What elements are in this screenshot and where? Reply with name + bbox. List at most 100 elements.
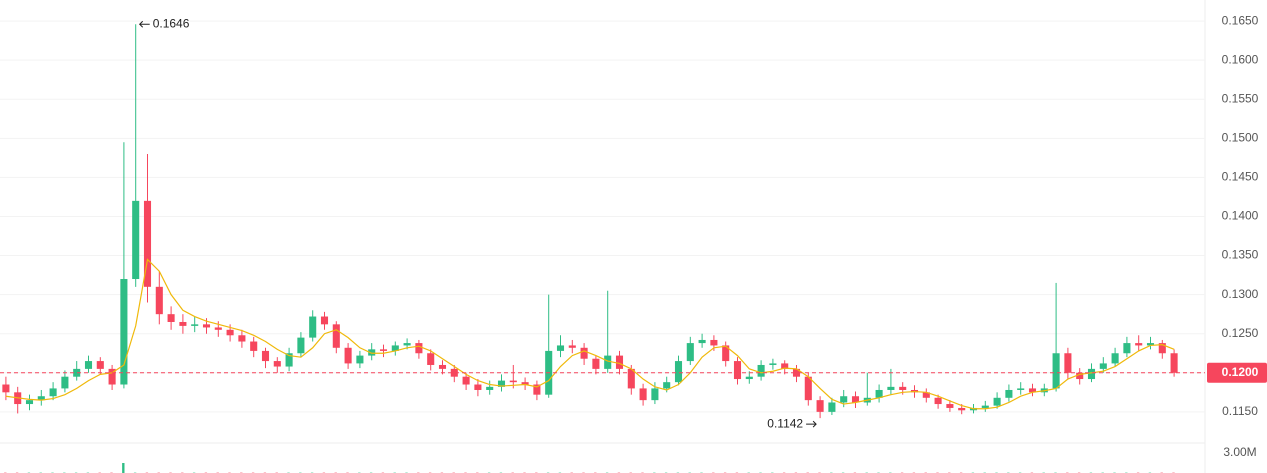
- candle-body: [167, 314, 175, 322]
- candle-body: [556, 345, 565, 351]
- candle-body: [344, 347, 352, 364]
- y-tick-label: 0.1450: [1222, 170, 1259, 184]
- candle-body: [922, 392, 930, 398]
- y-tick-label: 0.1350: [1222, 248, 1259, 262]
- candle-body: [273, 361, 281, 367]
- y-tick-label: 0.1400: [1222, 209, 1259, 223]
- candle-body: [851, 396, 860, 403]
- candle-body: [214, 327, 222, 330]
- candle-body: [474, 384, 482, 390]
- candle-body: [934, 397, 942, 405]
- high-label: 0.1646: [153, 16, 190, 30]
- candle-body: [615, 355, 624, 369]
- low-label: 0.1142: [767, 416, 803, 430]
- candle-body: [438, 364, 447, 369]
- candle-body: [958, 407, 966, 411]
- candle-body: [686, 343, 694, 362]
- candle-body: [533, 384, 541, 395]
- candle-body: [403, 343, 411, 346]
- candle-body: [745, 376, 753, 380]
- y-tick-label: 0.1550: [1222, 91, 1259, 105]
- candle-body: [1111, 353, 1119, 364]
- candle-body: [1064, 353, 1072, 373]
- candle-body: [391, 345, 399, 351]
- candle-body: [120, 279, 128, 385]
- candle-body: [356, 355, 364, 364]
- candle-body: [297, 337, 305, 354]
- candle-body: [320, 316, 329, 325]
- candle-body: [946, 404, 954, 408]
- y-tick-label: 0.1600: [1222, 52, 1259, 66]
- candle-body: [1135, 343, 1143, 346]
- candle-body: [191, 324, 199, 326]
- candle-body: [1087, 368, 1096, 380]
- candle-body: [722, 345, 730, 362]
- candle-body: [993, 397, 1001, 406]
- candle-body: [415, 343, 423, 354]
- candle-body: [450, 368, 458, 377]
- candle-body: [226, 329, 234, 336]
- candle-body: [96, 361, 104, 369]
- candle-body: [179, 321, 187, 326]
- candle-body: [1158, 343, 1166, 354]
- candle-body: [663, 382, 671, 389]
- candle-body: [651, 388, 659, 401]
- candle-body: [509, 380, 517, 383]
- candle-body: [757, 364, 765, 377]
- y-tick-label: 0.1150: [1222, 404, 1258, 418]
- candle-body: [309, 316, 317, 338]
- candle-body: [792, 368, 801, 377]
- candle-body: [875, 389, 883, 398]
- candle-body: [1170, 353, 1178, 373]
- candle-body: [1028, 388, 1037, 393]
- candle-body: [781, 363, 789, 369]
- candle-body: [1076, 372, 1084, 380]
- candle-body: [61, 376, 69, 389]
- candle-body: [1099, 363, 1107, 369]
- candle-body: [627, 368, 635, 389]
- candle-body: [285, 353, 293, 367]
- candle-body: [73, 368, 81, 377]
- candle-body: [250, 341, 258, 351]
- current-price-tag: [1207, 362, 1267, 383]
- candle-body: [84, 361, 93, 369]
- candle-body: [840, 396, 848, 403]
- candle-body: [899, 386, 907, 390]
- candle-body: [639, 388, 647, 401]
- candle-body: [143, 200, 152, 287]
- candle-body: [828, 402, 836, 412]
- candle-body: [804, 376, 812, 401]
- candle-body: [368, 349, 376, 356]
- candle-body: [1123, 343, 1131, 354]
- candle-body: [332, 324, 340, 348]
- candle-body: [37, 396, 45, 401]
- high-arrow: [138, 20, 150, 28]
- candle-body: [462, 376, 470, 385]
- candle-body: [261, 350, 270, 362]
- candle-body: [710, 339, 718, 346]
- candle-body: [108, 368, 116, 385]
- candle-body: [2, 384, 10, 393]
- candle-body: [1052, 353, 1060, 389]
- candle-body: [521, 382, 529, 385]
- low-arrow: [806, 420, 817, 428]
- candle-body: [1017, 388, 1025, 390]
- volume-bar: [122, 463, 125, 473]
- candle-body: [733, 361, 742, 380]
- candle-body: [592, 358, 600, 369]
- candle-body: [25, 400, 34, 405]
- candle-body: [379, 349, 388, 351]
- candle-body: [202, 324, 211, 328]
- candle-body: [769, 363, 777, 365]
- candle-body: [132, 200, 140, 280]
- candle-body: [674, 361, 683, 383]
- candle-body: [497, 380, 506, 387]
- candle-body: [49, 388, 57, 397]
- y-tick-label: 0.1250: [1222, 326, 1259, 340]
- y-tick-label: 0.1650: [1222, 13, 1259, 27]
- candle-body: [981, 405, 989, 408]
- candle-body: [155, 286, 163, 315]
- candle-body: [604, 355, 612, 369]
- candle-body: [427, 353, 435, 365]
- candle-body: [580, 347, 588, 359]
